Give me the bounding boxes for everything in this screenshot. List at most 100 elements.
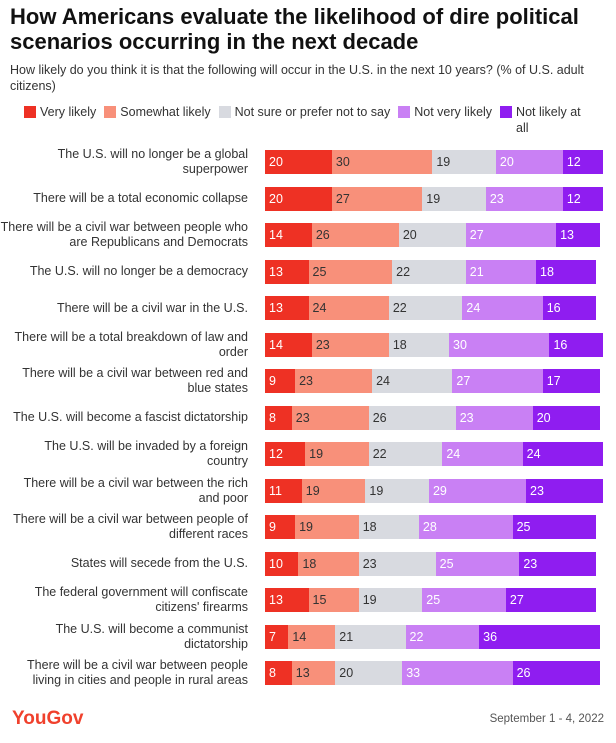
legend-swatch [500, 106, 513, 118]
category-label: The U.S. will no longer be a democracy [29, 264, 248, 279]
legend-swatch [398, 106, 411, 118]
category-label: There will be a civil war between people… [0, 220, 248, 250]
bar-segment: 23 [526, 478, 603, 503]
date-note: September 1 - 4, 2022 [489, 713, 604, 725]
bar-row: The U.S. will no longer be a global supe… [0, 144, 616, 181]
category-label: There will be a civil war between the ri… [23, 475, 248, 505]
category-label: The U.S. will be invaded by a foreign co… [44, 439, 248, 469]
legend-item: Not very likely [398, 104, 492, 136]
bar-segment: 36 [479, 624, 600, 649]
bar-segment: 23 [295, 369, 373, 394]
legend-swatch [218, 106, 231, 118]
bar-segment: 9 [265, 515, 296, 540]
legend-label: Somewhat likely [120, 105, 211, 119]
bar-row: There will be a total breakdown of law a… [0, 327, 616, 364]
bar-segment: 17 [542, 369, 600, 394]
stacked-bar: 7 14 21 22 36 [265, 624, 600, 649]
bar-segment: 30 [449, 332, 550, 357]
bar-row: There will be a civil war between the ri… [0, 473, 616, 510]
bar-segment: 13 [265, 259, 309, 284]
bar-segment: 19 [295, 515, 359, 540]
bar-row: There will be a civil war between people… [0, 509, 616, 546]
bar-row: The U.S. will become a communist dictato… [0, 619, 616, 656]
stacked-bar: 12 19 22 24 24 [265, 442, 603, 467]
stacked-bar: 14 23 18 30 16 [265, 332, 603, 357]
bar-segment: 25 [422, 588, 506, 613]
bar-segment: 24 [308, 296, 389, 321]
legend-item: Not likely at all [500, 104, 590, 136]
bar-row: The U.S. will no longer be a democracy 13… [0, 254, 616, 291]
category-label: There will be a total economic collapse [33, 191, 248, 206]
bar-segment: 16 [542, 296, 597, 321]
bar-segment: 20 [265, 150, 332, 175]
plot: The U.S. will no longer be a global supe… [0, 144, 616, 692]
stacked-bar: 10 18 23 25 23 [265, 551, 597, 576]
legend-swatch [104, 106, 117, 118]
bar-row: There will be a total economic collapse 2… [0, 181, 616, 218]
bar-segment: 14 [265, 332, 312, 357]
bar-segment: 27 [505, 588, 597, 613]
bar-segment: 22 [392, 259, 466, 284]
stacked-bar: 13 15 19 25 27 [265, 588, 597, 613]
bar-segment: 19 [432, 150, 496, 175]
bar-segment: 25 [512, 515, 597, 540]
bar-segment: 14 [288, 624, 336, 649]
category-label: States will secede from the U.S. [70, 556, 248, 571]
bar-segment: 19 [422, 186, 486, 211]
category-label: There will be a civil war between people… [27, 658, 248, 688]
bar-segment: 20 [398, 223, 466, 248]
bar-segment: 18 [388, 332, 450, 357]
bar-segment: 27 [452, 369, 543, 394]
legend-swatch [24, 106, 36, 118]
stacked-bar: 8 13 20 33 26 [265, 661, 600, 686]
bar-segment: 24 [462, 296, 543, 321]
stacked-bar: 9 19 18 28 25 [265, 515, 597, 540]
category-label: There will be a civil war between red an… [22, 366, 248, 396]
bar-segment: 29 [428, 478, 526, 503]
category-label: There will be a total breakdown of law a… [14, 329, 248, 359]
bar-segment: 22 [388, 296, 463, 321]
stacked-bar: 13 25 22 21 18 [265, 259, 597, 284]
bar-segment: 12 [265, 442, 306, 467]
legend-item: Not sure or prefer not to say [218, 104, 391, 136]
bar-segment: 10 [265, 551, 299, 576]
bar-segment: 19 [301, 478, 366, 503]
bar-segment: 20 [265, 186, 332, 211]
bar-segment: 9 [265, 369, 296, 394]
bar-segment: 18 [298, 551, 359, 576]
stacked-bar: 20 30 19 20 12 [265, 150, 603, 175]
legend-label: Not likely at all [516, 105, 581, 135]
bar-segment: 14 [265, 223, 312, 248]
bar-row: There will be a civil war between people… [0, 655, 616, 692]
bar-segment: 19 [365, 478, 429, 503]
bar-segment: 21 [335, 624, 406, 649]
stacked-bar: 8 23 26 23 20 [265, 405, 600, 430]
legend: Very likely Somewhat likely Not sure or pr… [24, 104, 614, 136]
bar-segment: 12 [562, 186, 603, 211]
category-label: The U.S. will no longer be a global supe… [57, 147, 248, 177]
bar-segment: 30 [331, 150, 433, 175]
category-label: The federal government will confiscate c… [34, 585, 248, 615]
bar-segment: 7 [265, 624, 289, 649]
bar-segment: 20 [495, 150, 563, 175]
category-label: There will be a civil war in the U.S. [56, 300, 248, 315]
legend-label: Very likely [40, 105, 97, 119]
category-label: The U.S. will become a fascist dictators… [13, 410, 248, 425]
bar-segment: 18 [358, 515, 419, 540]
bar-segment: 19 [358, 588, 423, 613]
bar-segment: 23 [485, 186, 563, 211]
chart-subtitle: How likely do you think it is that the f… [10, 63, 584, 93]
bar-segment: 21 [465, 259, 537, 284]
bar-segment: 22 [368, 442, 443, 467]
bar-segment: 13 [265, 296, 309, 321]
bar-segment: 23 [519, 551, 597, 576]
bar-row: The U.S. will become a fascist dictators… [0, 400, 616, 437]
bar-segment: 26 [368, 405, 456, 430]
category-label: The U.S. will become a communist dictato… [55, 621, 248, 651]
bar-segment: 11 [265, 478, 302, 503]
legend-label: Not sure or prefer not to say [234, 105, 391, 119]
stacked-bar: 13 24 22 24 16 [265, 296, 597, 321]
bar-row: The U.S. will be invaded by a foreign co… [0, 436, 616, 473]
bar-segment: 33 [402, 661, 513, 686]
